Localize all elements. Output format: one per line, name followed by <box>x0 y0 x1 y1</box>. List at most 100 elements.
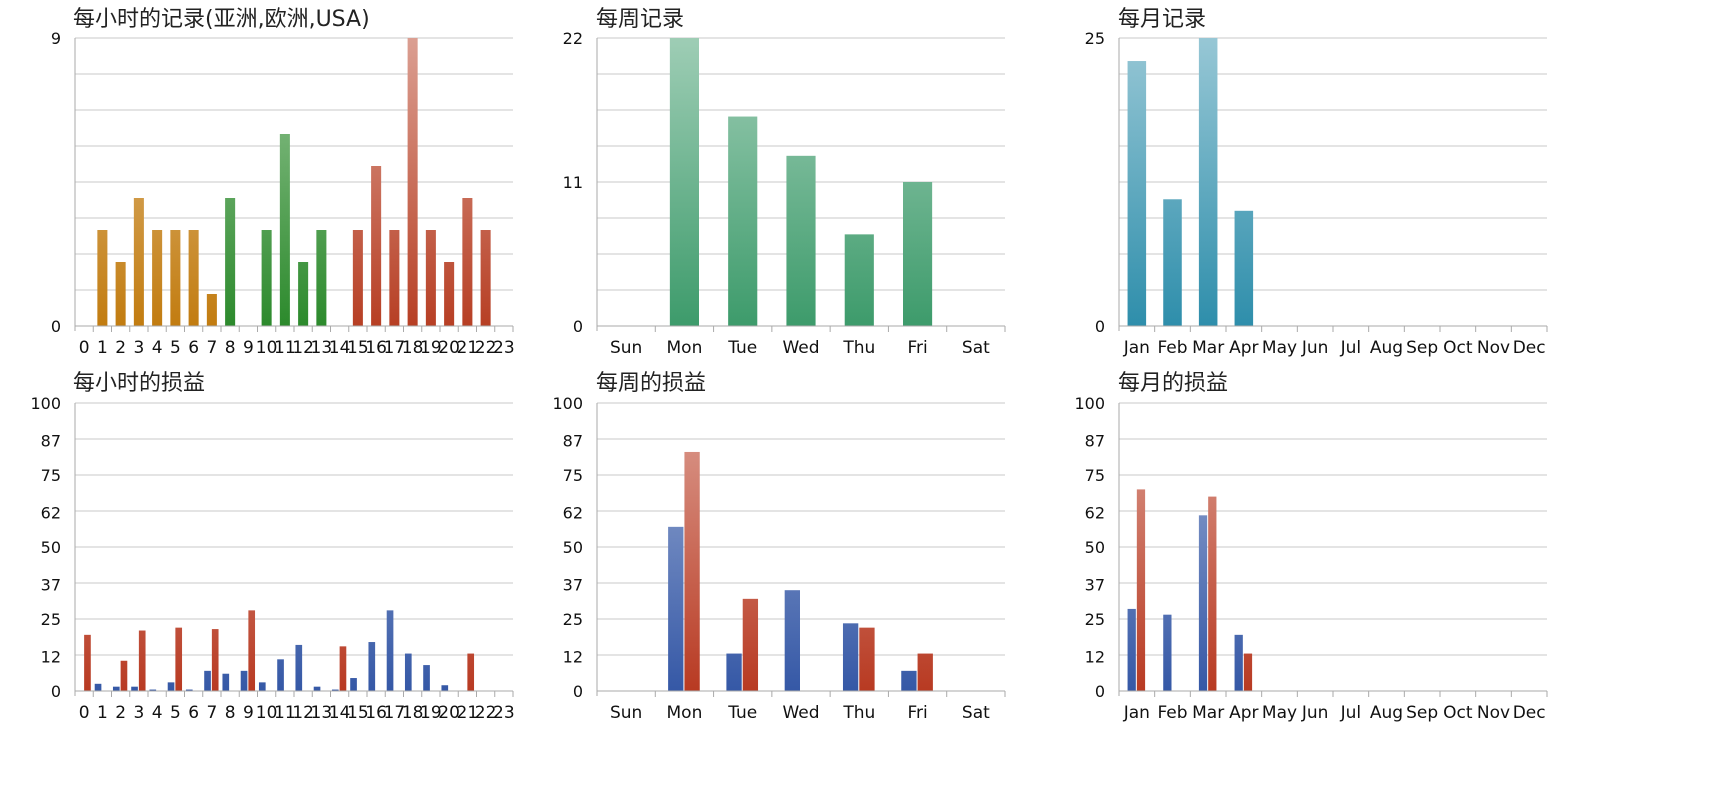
x-tick-label: Nov <box>1477 338 1510 358</box>
chart-title: 每周记录 <box>596 7 684 32</box>
x-tick-label: 2 <box>115 338 126 358</box>
x-tick-label: 21 <box>457 703 479 723</box>
x-tick-label: 12 <box>292 338 314 358</box>
y-tick-label: 37 <box>563 575 583 594</box>
chart-panel-5: 0 12 25 37 50 62 75 87 100 每周的损益 Sun Mon Tue Wed Thu Fr… <box>552 371 1006 723</box>
bar <box>1234 634 1243 691</box>
x-tick-label: 15 <box>347 338 369 358</box>
x-tick-label: Jan <box>1123 703 1150 723</box>
x-tick-label: 0 <box>79 703 90 723</box>
x-tick-label: Fri <box>907 338 927 358</box>
x-tick-label: 3 <box>133 703 144 723</box>
y-tick-label: 100 <box>1074 394 1105 413</box>
x-tick-label: 22 <box>475 338 497 358</box>
x-tick-label: Fri <box>907 703 927 723</box>
y-tick-label: 37 <box>41 575 61 594</box>
bar <box>97 230 108 326</box>
x-tick-label: Mon <box>667 338 703 358</box>
x-tick-label: May <box>1262 703 1297 723</box>
x-tick-label: 16 <box>365 703 387 723</box>
x-tick-label: Mar <box>1192 338 1224 358</box>
y-tick-label: 50 <box>1085 538 1105 557</box>
chart-title: 每周的损益 <box>596 371 706 396</box>
y-tick-label: 9 <box>51 29 61 48</box>
bar <box>784 590 800 691</box>
y-tick-label: 0 <box>573 682 583 701</box>
x-tick-label: Jun <box>1301 703 1329 723</box>
x-tick-label: 14 <box>329 703 351 723</box>
x-tick-label: Jul <box>1340 338 1362 358</box>
bar <box>742 598 759 691</box>
bar <box>339 646 347 691</box>
bar <box>407 38 418 326</box>
y-tick-label: 12 <box>41 647 61 666</box>
x-tick-label: Sat <box>962 703 990 723</box>
x-tick-label: 10 <box>256 703 278 723</box>
bar <box>149 689 157 691</box>
x-tick-label: 18 <box>402 703 424 723</box>
bar <box>467 653 475 691</box>
y-tick-label: 75 <box>563 466 583 485</box>
bar <box>425 230 436 326</box>
bar <box>1243 653 1253 691</box>
y-tick-label: 0 <box>1095 317 1105 336</box>
x-tick-label: 8 <box>225 338 236 358</box>
bar <box>917 653 933 691</box>
bar <box>84 634 91 691</box>
y-tick-label: 25 <box>563 610 583 629</box>
y-tick-label: 37 <box>1085 575 1105 594</box>
x-tick-label: Jan <box>1123 338 1150 358</box>
bar <box>903 182 933 326</box>
x-tick-label: Sep <box>1406 703 1438 723</box>
bar <box>206 294 217 326</box>
bar <box>901 670 917 691</box>
x-tick-label: Thu <box>842 338 875 358</box>
x-tick-label: 1 <box>97 338 108 358</box>
x-tick-label: Feb <box>1157 338 1187 358</box>
y-tick-label: 75 <box>41 466 61 485</box>
x-tick-label: 23 <box>493 338 515 358</box>
bar <box>298 262 309 326</box>
bar <box>404 653 412 691</box>
y-tick-label: 0 <box>51 317 61 336</box>
bar <box>844 234 874 326</box>
x-tick-label: 2 <box>115 703 126 723</box>
x-tick-label: 15 <box>347 703 369 723</box>
y-tick-label: 50 <box>563 538 583 557</box>
y-tick-label: 25 <box>1085 29 1105 48</box>
chart-title: 每月记录 <box>1118 7 1206 32</box>
x-tick-label: Jul <box>1340 703 1362 723</box>
bar <box>222 673 230 691</box>
x-tick-label: Tue <box>727 338 757 358</box>
x-tick-label: Oct <box>1443 703 1473 723</box>
x-tick-label: 9 <box>243 703 254 723</box>
x-tick-label: 7 <box>206 703 217 723</box>
chart-title: 每月的损益 <box>1118 371 1228 396</box>
x-tick-label: Wed <box>782 703 819 723</box>
x-tick-label: 19 <box>420 703 442 723</box>
y-tick-label: 0 <box>1095 682 1105 701</box>
x-tick-label: 10 <box>256 338 278 358</box>
x-tick-label: Mar <box>1192 703 1224 723</box>
bar <box>480 230 491 326</box>
chart-title: 每小时的记录(亚洲,欧洲,USA) <box>73 7 370 32</box>
y-tick-label: 12 <box>563 647 583 666</box>
y-tick-label: 62 <box>41 503 61 522</box>
bar <box>94 683 102 691</box>
y-tick-label: 62 <box>1085 503 1105 522</box>
bar <box>204 670 211 691</box>
x-tick-label: Sep <box>1406 338 1438 358</box>
bar <box>859 627 875 691</box>
y-tick-label: 87 <box>41 431 61 450</box>
x-tick-label: 9 <box>243 338 254 358</box>
x-tick-label: 17 <box>384 703 406 723</box>
bar <box>1198 515 1208 691</box>
bar <box>386 610 394 691</box>
x-tick-label: Dec <box>1513 338 1546 358</box>
x-tick-label: 5 <box>170 338 181 358</box>
bar <box>669 38 699 326</box>
bar <box>225 198 236 326</box>
